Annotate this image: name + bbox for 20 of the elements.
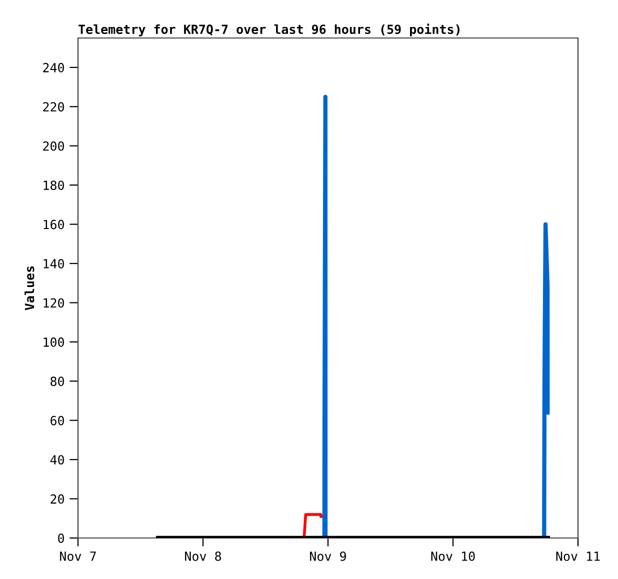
y-tick-label: 220 xyxy=(43,102,64,112)
x-tick-label: Nov 10 xyxy=(431,551,475,561)
y-axis-title: Values xyxy=(24,266,34,310)
y-tick-label: 120 xyxy=(44,298,64,308)
y-tick-label: 0 xyxy=(58,534,64,543)
y-tick-label: 180 xyxy=(44,180,64,190)
y-tick-label: 80 xyxy=(50,376,64,386)
chart-title: Telemetry for KR7Q-7 over last 96 hours (59 points) xyxy=(78,24,460,36)
y-tick-label: 160 xyxy=(44,220,64,230)
y-tick-label: 200 xyxy=(43,141,64,151)
x-tick-label: Nov 7 xyxy=(60,552,96,561)
y-tick-label: 140 xyxy=(44,258,64,268)
y-tick-label: 20 xyxy=(50,494,64,504)
x-tick-label: Nov 9 xyxy=(310,551,346,561)
y-tick-label: 60 xyxy=(50,416,64,426)
y-tick-label: 240 xyxy=(43,62,64,72)
y-tick-label: 40 xyxy=(50,455,64,465)
x-tick-label: Nov 11 xyxy=(556,552,600,561)
x-tick-label: Nov 8 xyxy=(185,551,222,561)
y-tick-label: 100 xyxy=(44,337,64,347)
